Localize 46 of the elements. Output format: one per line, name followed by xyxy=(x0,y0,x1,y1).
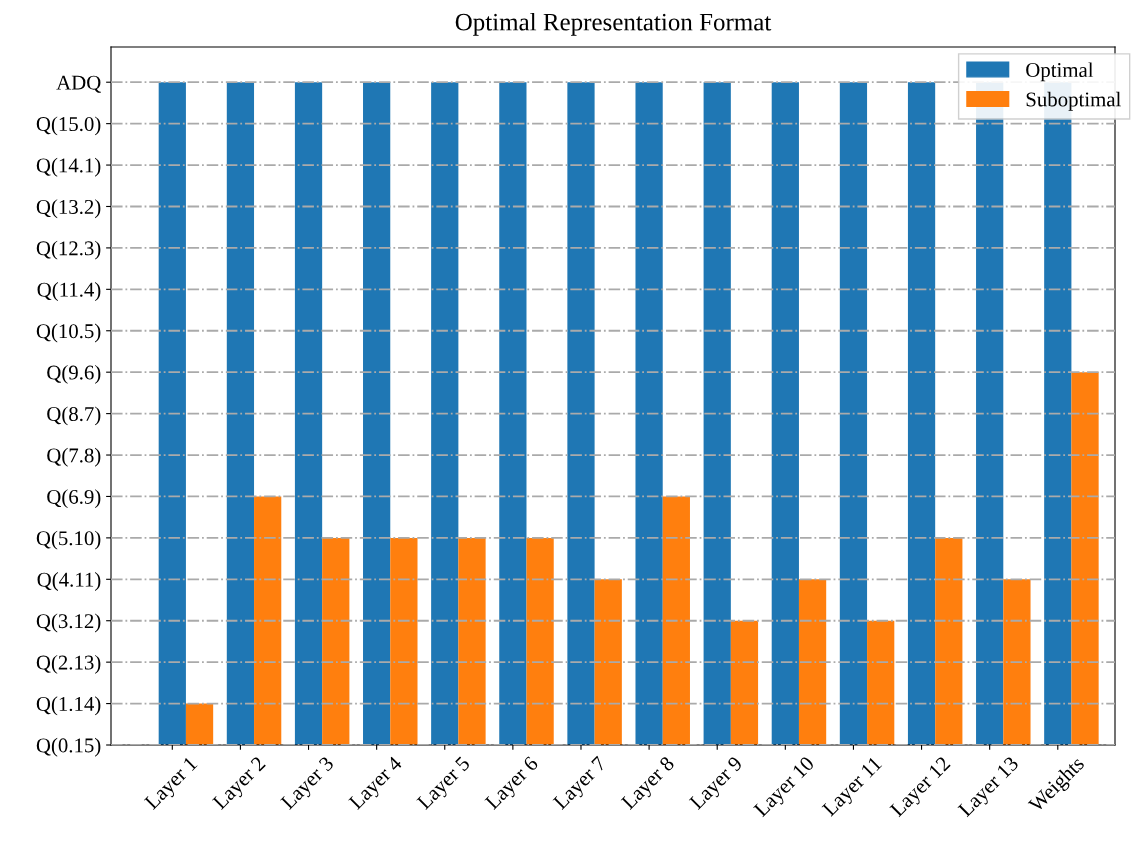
bar xyxy=(363,82,391,745)
category-label: Q(12.3) xyxy=(36,240,101,260)
bar xyxy=(662,496,690,745)
bar xyxy=(458,537,486,745)
bar xyxy=(867,620,895,745)
category-label: Q(5.10) xyxy=(36,530,101,550)
bar xyxy=(226,82,255,745)
bar xyxy=(322,537,350,745)
category-label: Q(11.4) xyxy=(37,282,101,301)
category-label: Q(4.11) xyxy=(37,572,101,591)
bar xyxy=(907,82,936,745)
bar xyxy=(635,82,663,745)
category-label: Q(7.8) xyxy=(47,447,101,467)
category-label: ADQ xyxy=(56,75,101,93)
bar xyxy=(1003,579,1031,745)
bar xyxy=(390,537,418,745)
bar xyxy=(771,82,799,745)
category-label: Q(8.7) xyxy=(47,406,101,426)
category-label: Q(0.15) xyxy=(36,737,101,757)
legend-label: Optimal xyxy=(1026,62,1094,82)
bar xyxy=(935,537,963,745)
bar xyxy=(567,82,595,745)
bar xyxy=(158,82,186,745)
bar xyxy=(730,620,759,745)
bar xyxy=(294,82,323,745)
legend-label: Suboptimal xyxy=(1026,91,1121,111)
bar xyxy=(499,82,527,745)
category-label: Q(9.6) xyxy=(47,364,101,384)
bar xyxy=(185,703,214,745)
category-label: Q(3.12) xyxy=(36,613,101,633)
category-label: Q(1.14) xyxy=(36,696,101,716)
bar xyxy=(594,579,622,745)
category-label: Q(13.2) xyxy=(36,199,101,219)
category-label: Q(2.13) xyxy=(36,654,101,674)
bar xyxy=(839,82,868,745)
category-label: Q(10.5) xyxy=(36,323,101,343)
category-label: Q(14.1) xyxy=(36,157,101,177)
bar xyxy=(254,496,282,745)
bar xyxy=(431,82,459,745)
category-label: Q(15.0) xyxy=(36,116,101,136)
category-label: Q(6.9) xyxy=(47,489,101,509)
bar xyxy=(526,537,554,745)
bar xyxy=(703,82,731,745)
bar xyxy=(1071,372,1099,745)
bar xyxy=(798,579,827,745)
chart-title: Optimal Representation Format xyxy=(455,12,772,36)
